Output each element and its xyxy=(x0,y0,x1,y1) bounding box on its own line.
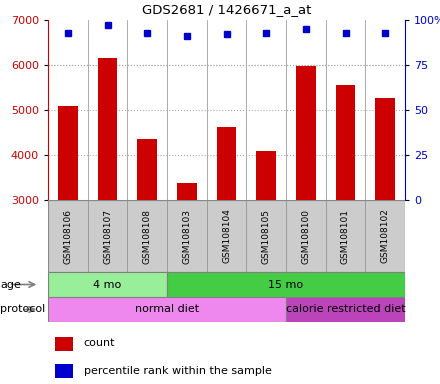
Bar xyxy=(48,297,286,322)
Text: count: count xyxy=(84,339,115,349)
Text: normal diet: normal diet xyxy=(135,305,199,314)
Text: GSM108101: GSM108101 xyxy=(341,209,350,263)
Bar xyxy=(296,66,316,200)
Bar xyxy=(286,297,405,322)
Bar xyxy=(137,139,157,200)
Text: GSM108105: GSM108105 xyxy=(262,209,271,263)
Text: percentile rank within the sample: percentile rank within the sample xyxy=(84,366,271,376)
Bar xyxy=(336,85,356,200)
Text: GSM108108: GSM108108 xyxy=(143,209,152,263)
Bar xyxy=(55,364,73,377)
Title: GDS2681 / 1426671_a_at: GDS2681 / 1426671_a_at xyxy=(142,3,311,16)
Bar xyxy=(58,106,78,200)
Bar xyxy=(375,98,395,200)
Bar xyxy=(177,183,197,200)
Bar xyxy=(216,127,236,200)
Text: GSM108102: GSM108102 xyxy=(381,209,390,263)
Bar xyxy=(167,272,405,297)
Text: GSM108103: GSM108103 xyxy=(182,209,191,263)
Bar xyxy=(48,272,167,297)
Text: GSM108107: GSM108107 xyxy=(103,209,112,263)
Bar xyxy=(98,58,117,200)
Text: calorie restricted diet: calorie restricted diet xyxy=(286,305,405,314)
Text: GSM108104: GSM108104 xyxy=(222,209,231,263)
Bar xyxy=(55,337,73,351)
Text: age: age xyxy=(0,280,21,290)
Bar xyxy=(256,151,276,200)
Text: protocol: protocol xyxy=(0,305,45,314)
Text: 4 mo: 4 mo xyxy=(93,280,121,290)
Text: 15 mo: 15 mo xyxy=(268,280,304,290)
Text: GSM108106: GSM108106 xyxy=(63,209,72,263)
Text: GSM108100: GSM108100 xyxy=(301,209,310,263)
